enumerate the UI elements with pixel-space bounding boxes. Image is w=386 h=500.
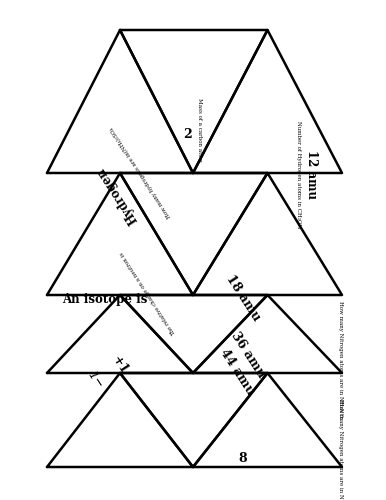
Text: How many hydrogens are in(NH₄)₂SO₄: How many hydrogens are in(NH₄)₂SO₄	[108, 126, 171, 218]
Text: 18 amu: 18 amu	[223, 272, 263, 324]
Text: 2: 2	[184, 128, 192, 141]
Text: 8: 8	[239, 452, 247, 464]
Text: 44 amu: 44 amu	[217, 346, 257, 398]
Text: Hydrogen: Hydrogen	[94, 164, 140, 226]
Text: 12 amu: 12 amu	[305, 150, 318, 200]
Text: +1: +1	[109, 354, 131, 376]
Text: The relative charge on a neutron is: The relative charge on a neutron is	[119, 250, 177, 336]
Text: How many Nitrogen atoms are in NH₄NO₃: How many Nitrogen atoms are in NH₄NO₃	[337, 301, 342, 419]
Text: An isotope is: An isotope is	[62, 294, 148, 306]
Text: 36 amu: 36 amu	[229, 330, 267, 380]
Text: 1−: 1−	[85, 368, 105, 392]
Text: How many Nitrogen atoms are in NH₄NO₃: How many Nitrogen atoms are in NH₄NO₃	[337, 399, 342, 500]
Text: Number of Hydrogen atoms in CH₃OH: Number of Hydrogen atoms in CH₃OH	[296, 122, 300, 228]
Text: Mass of a carbon atom: Mass of a carbon atom	[198, 98, 203, 162]
